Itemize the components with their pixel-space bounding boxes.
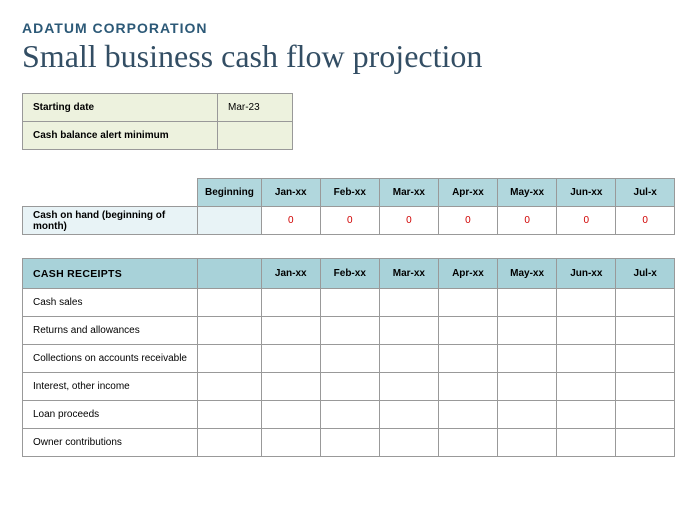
starting-date-label: Starting date bbox=[23, 94, 218, 122]
row-label: Owner contributions bbox=[23, 429, 198, 457]
col-month: May-xx bbox=[497, 179, 556, 207]
data-cell[interactable] bbox=[320, 373, 379, 401]
data-cell[interactable] bbox=[379, 429, 438, 457]
disabled-cell bbox=[198, 289, 262, 317]
cash-beginning-cell[interactable] bbox=[198, 207, 262, 235]
data-cell[interactable] bbox=[379, 373, 438, 401]
col-month: Apr-xx bbox=[438, 259, 497, 289]
table-row: Interest, other income bbox=[23, 373, 675, 401]
receipts-beginning bbox=[198, 259, 262, 289]
cash-receipts-header: CASH RECEIPTS Jan-xx Feb-xx Mar-xx Apr-x… bbox=[23, 259, 675, 289]
disabled-cell bbox=[198, 345, 262, 373]
cash-on-hand-label: Cash on hand (beginning of month) bbox=[23, 207, 198, 235]
data-cell[interactable] bbox=[261, 401, 320, 429]
disabled-cell bbox=[198, 429, 262, 457]
data-cell[interactable] bbox=[616, 345, 675, 373]
starting-date-value[interactable]: Mar-23 bbox=[218, 94, 293, 122]
data-cell[interactable] bbox=[497, 373, 556, 401]
col-month: Mar-xx bbox=[379, 259, 438, 289]
row-label: Collections on accounts receivable bbox=[23, 345, 198, 373]
data-cell[interactable] bbox=[557, 401, 616, 429]
alert-min-value[interactable] bbox=[218, 122, 293, 150]
table-row: Loan proceeds bbox=[23, 401, 675, 429]
data-cell[interactable] bbox=[616, 317, 675, 345]
cash-cell[interactable]: 0 bbox=[379, 207, 438, 235]
header-spacer bbox=[23, 179, 198, 207]
data-cell[interactable] bbox=[616, 289, 675, 317]
data-cell[interactable] bbox=[438, 317, 497, 345]
data-cell[interactable] bbox=[497, 317, 556, 345]
data-cell[interactable] bbox=[557, 289, 616, 317]
row-label: Interest, other income bbox=[23, 373, 198, 401]
data-cell[interactable] bbox=[261, 373, 320, 401]
cash-cell[interactable]: 0 bbox=[616, 207, 675, 235]
col-month: Jun-xx bbox=[557, 259, 616, 289]
disabled-cell bbox=[198, 373, 262, 401]
data-cell[interactable] bbox=[261, 345, 320, 373]
data-cell[interactable] bbox=[438, 345, 497, 373]
cash-cell[interactable]: 0 bbox=[261, 207, 320, 235]
table-row: Collections on accounts receivable bbox=[23, 345, 675, 373]
data-cell[interactable] bbox=[616, 429, 675, 457]
data-cell[interactable] bbox=[557, 429, 616, 457]
cash-cell[interactable]: 0 bbox=[320, 207, 379, 235]
col-month: Jul-x bbox=[616, 259, 675, 289]
cash-on-hand-row: Cash on hand (beginning of month) 0 0 0 … bbox=[23, 207, 675, 235]
disabled-cell bbox=[198, 317, 262, 345]
data-cell[interactable] bbox=[261, 429, 320, 457]
data-cell[interactable] bbox=[261, 289, 320, 317]
table-row: Cash sales bbox=[23, 289, 675, 317]
data-cell[interactable] bbox=[497, 401, 556, 429]
info-box: Starting date Mar-23 Cash balance alert … bbox=[22, 93, 293, 150]
data-cell[interactable] bbox=[320, 345, 379, 373]
data-cell[interactable] bbox=[616, 373, 675, 401]
col-month: Mar-xx bbox=[379, 179, 438, 207]
col-month: Feb-xx bbox=[320, 259, 379, 289]
col-month: May-xx bbox=[497, 259, 556, 289]
company-name: ADATUM CORPORATION bbox=[22, 20, 675, 36]
receipts-title: CASH RECEIPTS bbox=[23, 259, 198, 289]
data-cell[interactable] bbox=[320, 401, 379, 429]
cash-cell[interactable]: 0 bbox=[438, 207, 497, 235]
projection-grid: Beginning Jan-xx Feb-xx Mar-xx Apr-xx Ma… bbox=[22, 178, 675, 457]
col-month: Jan-xx bbox=[261, 179, 320, 207]
row-label: Returns and allowances bbox=[23, 317, 198, 345]
page-title: Small business cash flow projection bbox=[22, 38, 675, 75]
data-cell[interactable] bbox=[497, 289, 556, 317]
col-month: Apr-xx bbox=[438, 179, 497, 207]
month-header-row: Beginning Jan-xx Feb-xx Mar-xx Apr-xx Ma… bbox=[23, 179, 675, 207]
data-cell[interactable] bbox=[320, 317, 379, 345]
data-cell[interactable] bbox=[379, 345, 438, 373]
row-label: Loan proceeds bbox=[23, 401, 198, 429]
col-month: Jul-x bbox=[616, 179, 675, 207]
data-cell[interactable] bbox=[557, 345, 616, 373]
data-cell[interactable] bbox=[438, 373, 497, 401]
cash-cell[interactable]: 0 bbox=[497, 207, 556, 235]
row-label: Cash sales bbox=[23, 289, 198, 317]
data-cell[interactable] bbox=[379, 317, 438, 345]
data-cell[interactable] bbox=[557, 317, 616, 345]
cash-cell[interactable]: 0 bbox=[557, 207, 616, 235]
disabled-cell bbox=[198, 401, 262, 429]
data-cell[interactable] bbox=[379, 289, 438, 317]
data-cell[interactable] bbox=[616, 401, 675, 429]
data-cell[interactable] bbox=[261, 317, 320, 345]
col-month: Feb-xx bbox=[320, 179, 379, 207]
data-cell[interactable] bbox=[438, 429, 497, 457]
alert-min-label: Cash balance alert minimum bbox=[23, 122, 218, 150]
table-row: Owner contributions bbox=[23, 429, 675, 457]
col-beginning: Beginning bbox=[198, 179, 262, 207]
col-month: Jan-xx bbox=[261, 259, 320, 289]
data-cell[interactable] bbox=[320, 429, 379, 457]
data-cell[interactable] bbox=[497, 345, 556, 373]
data-cell[interactable] bbox=[557, 373, 616, 401]
data-cell[interactable] bbox=[438, 289, 497, 317]
data-cell[interactable] bbox=[438, 401, 497, 429]
table-row: Returns and allowances bbox=[23, 317, 675, 345]
data-cell[interactable] bbox=[497, 429, 556, 457]
data-cell[interactable] bbox=[379, 401, 438, 429]
col-month: Jun-xx bbox=[557, 179, 616, 207]
data-cell[interactable] bbox=[320, 289, 379, 317]
